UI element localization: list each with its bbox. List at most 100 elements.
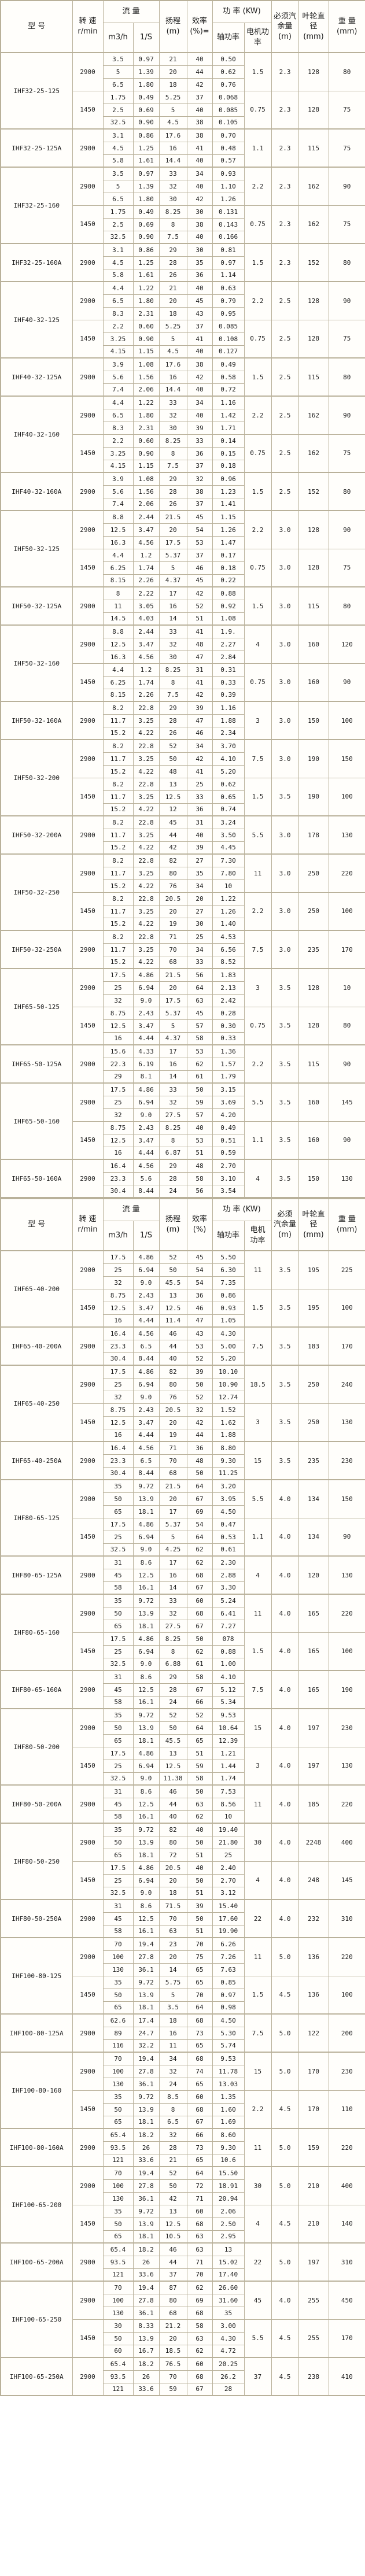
col-header-flow: 流 量	[102, 0, 160, 23]
efficiency-cell: 46	[186, 1301, 213, 1315]
head-cell: 20	[158, 1950, 187, 1964]
flow-ls-cell: 2.06	[132, 497, 160, 511]
weight-cell: 170	[328, 930, 365, 969]
efficiency-cell: 48	[186, 637, 213, 651]
model-cell: IHF32-25-160A	[0, 243, 73, 282]
flow-ls-cell: 18.2	[132, 2357, 160, 2371]
shaft-power-cell: 1.42	[212, 408, 245, 422]
head-cell: 12.5	[158, 2217, 187, 2231]
shaft-power-cell: 11.25	[212, 1466, 245, 1480]
motor-power-cell: 1.5	[244, 586, 272, 626]
impeller-dia-cell: 235	[298, 930, 329, 969]
col-header-speed: 转 速 r/min	[72, 0, 104, 53]
flow-ls-cell: 26	[132, 2141, 160, 2154]
efficiency-cell: 52	[186, 599, 213, 613]
flow-ls-cell: 8.6	[132, 1899, 160, 1913]
impeller-dia-cell: 250	[298, 853, 329, 893]
efficiency-cell: 63	[186, 2242, 213, 2256]
shaft-power-cell: 0.51	[212, 1133, 245, 1147]
efficiency-cell: 71	[186, 2255, 213, 2269]
efficiency-cell: 52	[186, 1708, 213, 1722]
flow-ls-cell: 36.1	[132, 2306, 160, 2320]
flow-ls-cell: 9.0	[132, 1657, 160, 1671]
npsh-cell: 4.0	[271, 1899, 299, 1938]
impeller-dia-cell: 197	[298, 1746, 329, 1786]
impeller-dia-cell: 197	[298, 2242, 329, 2282]
weight-cell: 190	[328, 1670, 365, 1709]
motor-power-cell: 1.5	[244, 52, 272, 91]
table-row: 11.7 3.25 28 47 1.88	[1, 714, 365, 727]
npsh-cell: 2.3	[271, 52, 299, 91]
flow-m3h-cell: 130	[102, 2191, 134, 2205]
impeller-dia-cell: 128	[298, 510, 329, 549]
flow-ls-cell: 4.86	[132, 968, 160, 982]
flow-m3h-cell: 65	[102, 1734, 134, 1747]
motor-power-cell: 2.2	[244, 1044, 272, 1084]
shaft-power-cell: 17.40	[212, 2268, 245, 2282]
flow-m3h-cell: 50	[102, 1835, 134, 1849]
model-cell: IHF65-40-200	[0, 1250, 73, 1328]
head-cell: 44	[158, 2255, 187, 2269]
shaft-power-cell: 1.41	[212, 497, 245, 511]
shaft-power-cell: 13	[212, 2242, 245, 2256]
table-row: 1450 4.4 1.2 8.25 31 0.31 0.75 3.0 160 90	[1, 663, 365, 702]
head-cell: 20	[158, 1873, 187, 1887]
rpm-cell: 2900	[72, 1899, 104, 1938]
col-header-power: 功 率 (KW)	[212, 1198, 272, 1221]
flow-m3h-cell: 45	[102, 1568, 134, 1582]
efficiency-cell: 56	[186, 968, 213, 982]
shaft-power-cell: 0.18	[212, 459, 245, 473]
head-cell: 5.25	[158, 319, 187, 333]
head-cell: 13	[158, 777, 187, 791]
head-cell: 17	[158, 586, 187, 600]
shaft-power-cell: 0.70	[212, 128, 245, 142]
head-cell: 8	[158, 1644, 187, 1658]
npsh-cell: 3.0	[271, 739, 299, 778]
flow-ls-cell: 6.94	[132, 1377, 160, 1391]
model-cell: IHF40-32-160A	[0, 472, 73, 511]
flow-ls-cell: 1.74	[132, 561, 160, 575]
head-cell: 17	[158, 1505, 187, 1518]
flow-ls-cell: 13.9	[132, 2102, 160, 2116]
impeller-dia-cell: 165	[298, 1670, 329, 1709]
efficiency-cell: 27	[186, 853, 213, 867]
head-cell: 12	[158, 803, 187, 816]
shaft-power-cell: 0.14	[212, 434, 245, 448]
weight-cell: 200	[328, 2013, 365, 2053]
head-cell: 82	[158, 1365, 187, 1378]
impeller-dia-cell: 136	[298, 1937, 329, 1976]
head-cell: 4.37	[158, 574, 187, 587]
head-cell: 20.5	[158, 1861, 187, 1875]
motor-power-cell: 15	[244, 1708, 272, 1747]
flow-ls-cell: 1.56	[132, 370, 160, 384]
flow-m3h-cell: 65.4	[102, 2242, 134, 2256]
weight-cell: 120	[328, 624, 365, 664]
rpm-cell: 1450	[72, 1288, 104, 1328]
flow-m3h-cell: 8.15	[102, 688, 134, 702]
motor-power-cell: 4	[244, 1159, 272, 1198]
table-row: IHF80-65-160 2900 35 9.72 33 60 5.24 11 4.0 165 22…	[0, 1594, 365, 1671]
col-header-efficiency: 效率 (%)=	[186, 0, 213, 53]
head-cell: 52	[158, 1250, 187, 1264]
weight-cell: 100	[328, 892, 365, 931]
shaft-power-cell: 0.93	[212, 167, 245, 180]
head-cell: 12.5	[158, 1301, 187, 1315]
head-cell: 7.5	[158, 688, 187, 702]
motor-power-cell: 1.5	[244, 243, 272, 282]
efficiency-cell: 65	[186, 1734, 213, 1747]
shaft-power-cell: 7.63	[212, 1963, 245, 1976]
efficiency-cell: 47	[186, 1314, 213, 1328]
table-row: IHF65-50-125 2900 17.5 4.86 21.5 56 1.83 3 3.5 12…	[0, 968, 365, 1045]
efficiency-cell: 54	[186, 1276, 213, 1289]
table-row: IHF50-32-125A 2900 8 2.22 17 42 0.88 1.5 3.0 115 8…	[0, 586, 365, 626]
table-row: IHF32-25-125A 2900 3.1 0.86 17.6 38 0.70 1.1 2.3…	[0, 128, 365, 168]
flow-m3h-cell: 35	[102, 2204, 134, 2218]
head-cell: 40	[158, 1352, 187, 1366]
model-cell: IHF100-65-250A	[0, 2357, 73, 2396]
efficiency-cell: 52	[186, 1390, 213, 1404]
efficiency-cell: 41	[186, 332, 213, 346]
flow-ls-cell: 6.94	[132, 1873, 160, 1887]
table-row: IHF80-65-125A 2900 31 8.6 17 62 2.30 4 4.0 120 130	[0, 1555, 365, 1595]
flow-ls-cell: 1.25	[132, 141, 160, 155]
shaft-power-cell: 0.31	[212, 663, 245, 677]
